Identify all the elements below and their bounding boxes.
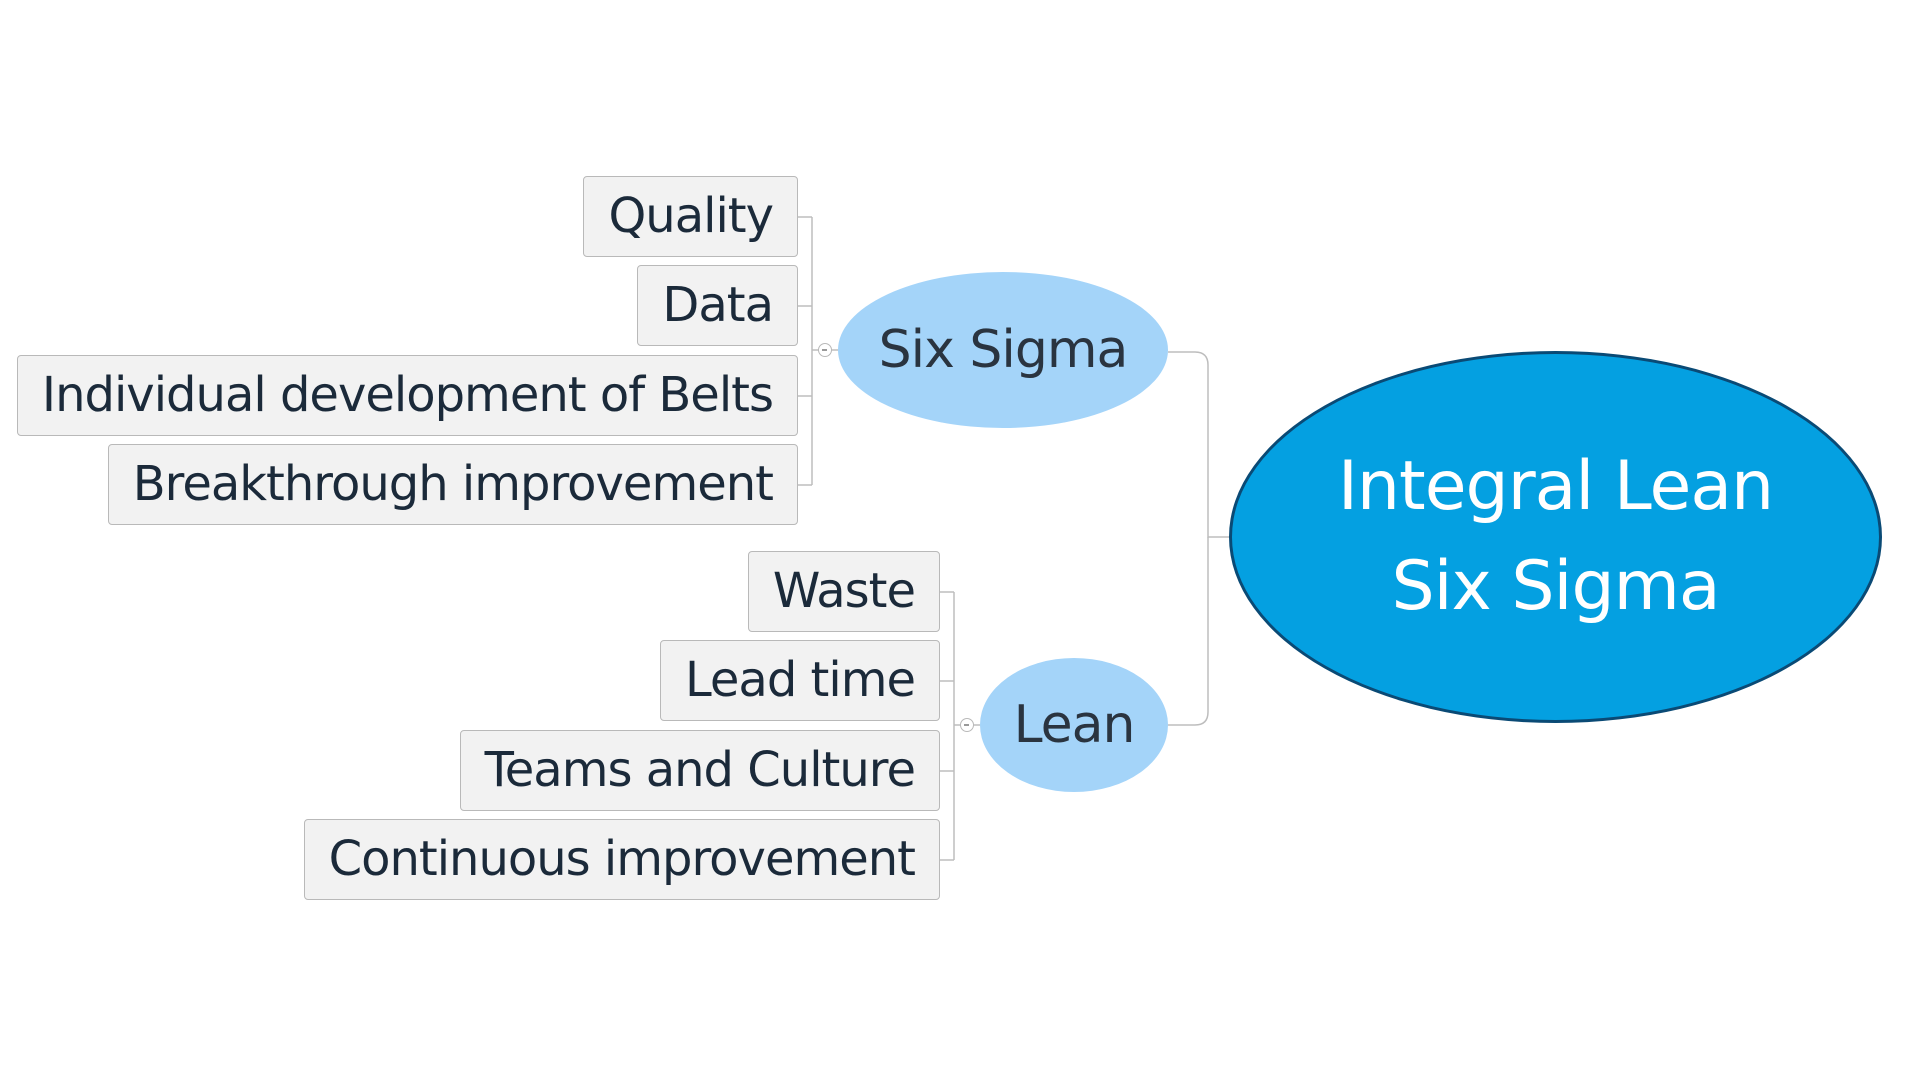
root-topic-line2: Six Sigma bbox=[1391, 547, 1720, 626]
subtopic-quality[interactable]: Quality bbox=[583, 176, 798, 257]
subtopic-continuous-improvement[interactable]: Continuous improvement bbox=[303, 819, 940, 900]
connector-root-lean bbox=[1168, 537, 1209, 726]
subtopic-breakthrough-improvement[interactable]: Breakthrough improvement bbox=[107, 444, 798, 525]
subtopic-waste[interactable]: Waste bbox=[747, 551, 940, 632]
collapse-lean-icon[interactable] bbox=[960, 718, 974, 732]
root-topic-integral-lean-six-sigma[interactable]: Integral Lean Six Sigma bbox=[1229, 351, 1882, 723]
collapse-sixsigma-icon[interactable] bbox=[818, 343, 832, 357]
branch-topic-lean[interactable]: Lean bbox=[980, 658, 1168, 792]
branch-topic-label: Six Sigma bbox=[878, 320, 1129, 380]
subtopic-individual-development-of-belts[interactable]: Individual development of Belts bbox=[16, 355, 798, 436]
connector-root-sixsigma bbox=[1168, 351, 1229, 538]
root-topic-line1: Integral Lean bbox=[1337, 447, 1774, 526]
subtopic-teams-and-culture[interactable]: Teams and Culture bbox=[459, 730, 940, 811]
branch-topic-label: Lean bbox=[1013, 695, 1136, 755]
branch-topic-six-sigma[interactable]: Six Sigma bbox=[838, 272, 1168, 428]
subtopic-lead-time[interactable]: Lead time bbox=[659, 640, 940, 721]
subtopic-data[interactable]: Data bbox=[637, 265, 798, 346]
